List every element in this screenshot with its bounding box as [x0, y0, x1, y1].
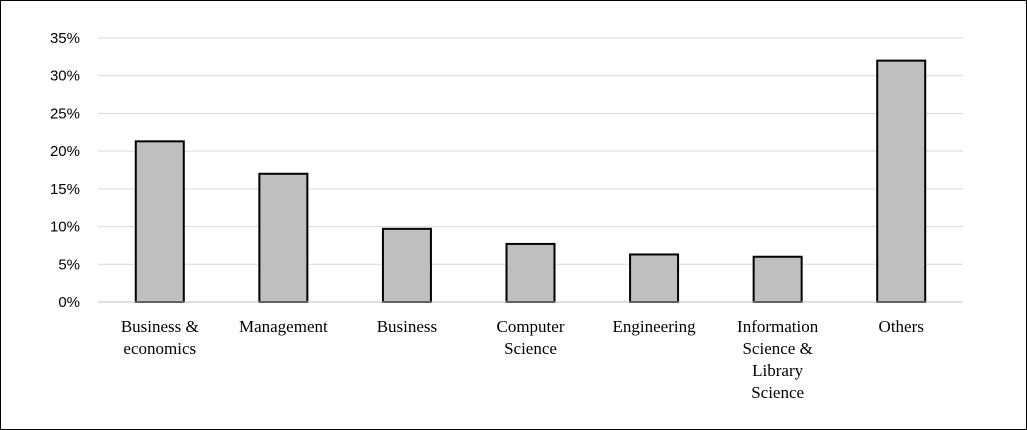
x-tick-label: Business [377, 317, 437, 336]
y-tick-label: 30% [50, 68, 80, 85]
y-tick-label: 15% [50, 181, 80, 198]
x-tick-label: Computer Science [497, 317, 565, 358]
y-tick-label: 20% [50, 143, 80, 160]
y-tick-label: 35% [50, 30, 80, 47]
y-tick-label: 5% [58, 256, 80, 273]
gridlines [98, 37, 963, 265]
x-tick-label: Business & economics [121, 317, 199, 358]
bar [258, 172, 309, 303]
bar [876, 59, 927, 303]
bar [381, 227, 432, 303]
bar [629, 253, 680, 303]
x-tick-label: Information Science & Library Science [737, 317, 819, 402]
x-tick-label: Management [239, 317, 328, 336]
y-axis-tick-labels: 0% 5% 10% 15% 20% 25% 30% 35% [50, 30, 80, 311]
y-tick-label: 25% [50, 105, 80, 122]
y-tick-label: 10% [50, 219, 80, 236]
y-tick-label: 0% [58, 294, 80, 311]
bars [134, 59, 927, 303]
x-tick-label: Others [879, 317, 924, 336]
x-axis-tick-labels: Business & economics Management Business Com… [121, 317, 924, 402]
x-tick-label: Engineering [613, 317, 697, 336]
bar [505, 242, 556, 303]
bar [752, 255, 803, 303]
bar [134, 140, 185, 303]
